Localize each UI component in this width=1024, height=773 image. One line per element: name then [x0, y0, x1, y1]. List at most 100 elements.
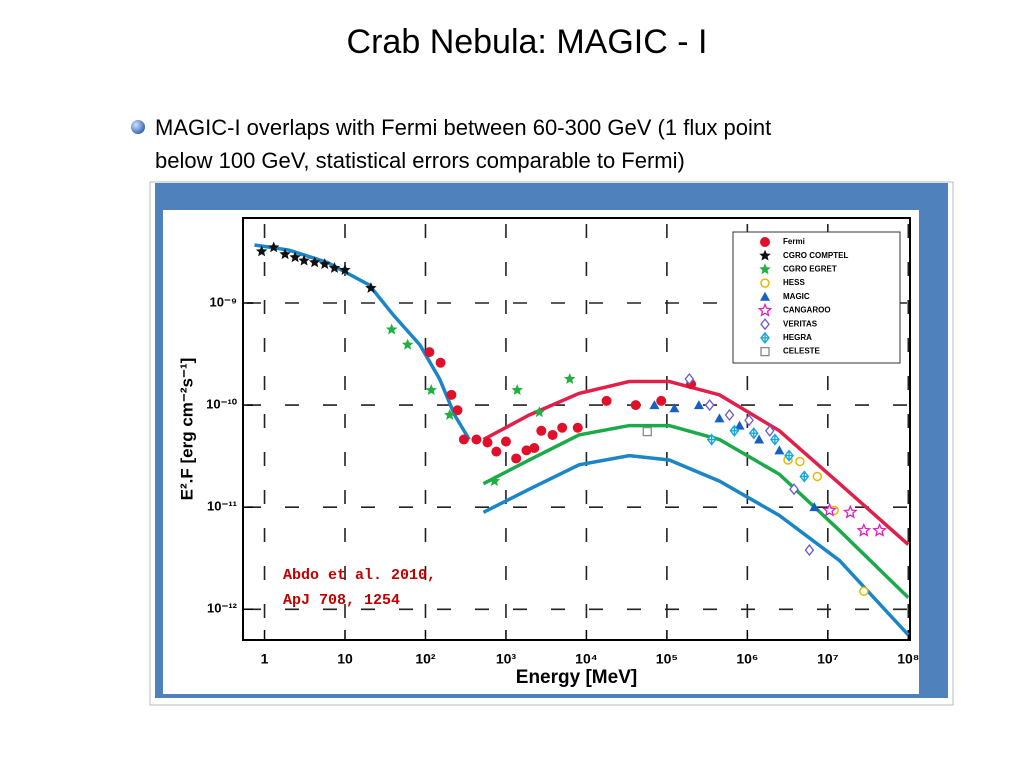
data-point — [693, 400, 704, 410]
legend-marker — [760, 291, 770, 301]
legend-label: CANGAROO — [783, 306, 831, 315]
model-curve — [254, 243, 471, 441]
model-curve — [482, 379, 910, 546]
legend-marker — [759, 249, 771, 261]
model-curve — [482, 423, 910, 599]
data-point — [630, 400, 641, 411]
data-point — [564, 373, 576, 384]
annotation: Abdo et al. 2010, — [283, 567, 436, 584]
legend-label: CELESTE — [783, 347, 821, 356]
data-point — [804, 544, 815, 557]
x-tick-label: 1 — [261, 651, 269, 667]
data-point — [754, 434, 765, 444]
data-point — [488, 475, 501, 486]
legend-label: HESS — [783, 278, 805, 287]
data-point — [319, 258, 331, 270]
data-point — [789, 483, 799, 496]
data-point — [452, 405, 463, 416]
data-point — [704, 399, 715, 412]
data-point — [684, 372, 695, 386]
x-tick-label: 10⁵ — [656, 651, 678, 667]
legend-marker — [760, 237, 770, 247]
data-point — [255, 245, 268, 257]
data-point — [511, 453, 522, 464]
data-point — [744, 414, 754, 427]
data-point — [435, 357, 446, 368]
data-point — [298, 254, 310, 266]
data-point — [822, 502, 837, 517]
data-point — [491, 446, 502, 457]
data-point — [446, 389, 457, 400]
data-point — [724, 408, 735, 422]
x-tick-label: 10⁷ — [817, 651, 839, 667]
data-point — [809, 502, 820, 512]
data-point — [856, 522, 872, 537]
data-point — [511, 384, 523, 396]
data-point — [706, 433, 717, 446]
data-point — [812, 471, 823, 482]
data-point — [795, 456, 805, 467]
data-point — [784, 449, 794, 462]
y-tick-label: 10⁻¹¹ — [207, 499, 237, 514]
legend-marker — [760, 346, 770, 357]
data-point — [529, 442, 540, 453]
legend-marker — [760, 318, 770, 331]
y-axis-label: E².F [erg cm⁻²s⁻¹] — [177, 358, 196, 501]
x-axis-label: Energy [MeV] — [516, 667, 637, 688]
data-point — [799, 470, 810, 483]
slide-title: Crab Nebula: MAGIC - I — [347, 23, 708, 61]
bullet-text: MAGIC-I overlaps with Fermi between 60-3… — [155, 115, 771, 140]
data-point — [842, 504, 858, 519]
data-point — [500, 436, 511, 447]
data-point — [572, 422, 583, 433]
x-tick-label: 10 — [337, 651, 353, 667]
y-tick-label: 10⁻⁹ — [210, 294, 238, 309]
data-point — [859, 586, 869, 597]
data-point — [365, 282, 377, 293]
data-point — [424, 347, 435, 358]
data-point — [601, 395, 612, 406]
data-point — [289, 251, 301, 263]
legend-marker — [757, 302, 773, 317]
data-point — [401, 338, 414, 350]
data-point — [649, 400, 660, 410]
data-point — [482, 437, 493, 448]
data-point — [339, 264, 351, 275]
legend-label: CGRO EGRET — [783, 265, 837, 274]
data-point — [458, 434, 469, 445]
legend-label: HEGRA — [783, 333, 812, 342]
x-tick-label: 10⁶ — [736, 651, 758, 667]
annotation: ApJ 708, 1254 — [283, 592, 400, 609]
x-tick-label: 10⁸ — [897, 651, 919, 667]
data-point — [308, 256, 321, 268]
data-point — [547, 429, 558, 440]
x-tick-label: 10⁴ — [575, 651, 598, 667]
plot-frame — [242, 217, 911, 641]
data-point — [533, 406, 546, 418]
data-point — [669, 403, 680, 413]
data-point — [557, 422, 568, 433]
x-tick-label: 10² — [415, 651, 436, 667]
legend-label: Fermi — [783, 237, 805, 246]
data-point — [425, 384, 437, 396]
bullet-icon — [131, 120, 145, 134]
y-tick-label: 10⁻¹⁰ — [206, 397, 238, 412]
data-point — [267, 241, 280, 253]
data-point — [642, 426, 652, 437]
data-point — [872, 522, 887, 537]
data-point — [328, 262, 341, 273]
legend-label: CGRO COMPTEL — [783, 251, 848, 260]
x-tick-label: 10³ — [496, 651, 517, 667]
data-point — [521, 445, 532, 456]
legend-marker — [759, 263, 771, 275]
data-point — [656, 395, 667, 406]
data-point — [443, 408, 456, 420]
data-point — [714, 413, 725, 423]
data-point — [748, 427, 759, 440]
data-point — [729, 424, 740, 437]
data-point — [734, 420, 745, 430]
y-tick-label: 10⁻¹² — [207, 601, 238, 616]
data-point — [774, 445, 785, 455]
model-curve — [482, 453, 910, 637]
